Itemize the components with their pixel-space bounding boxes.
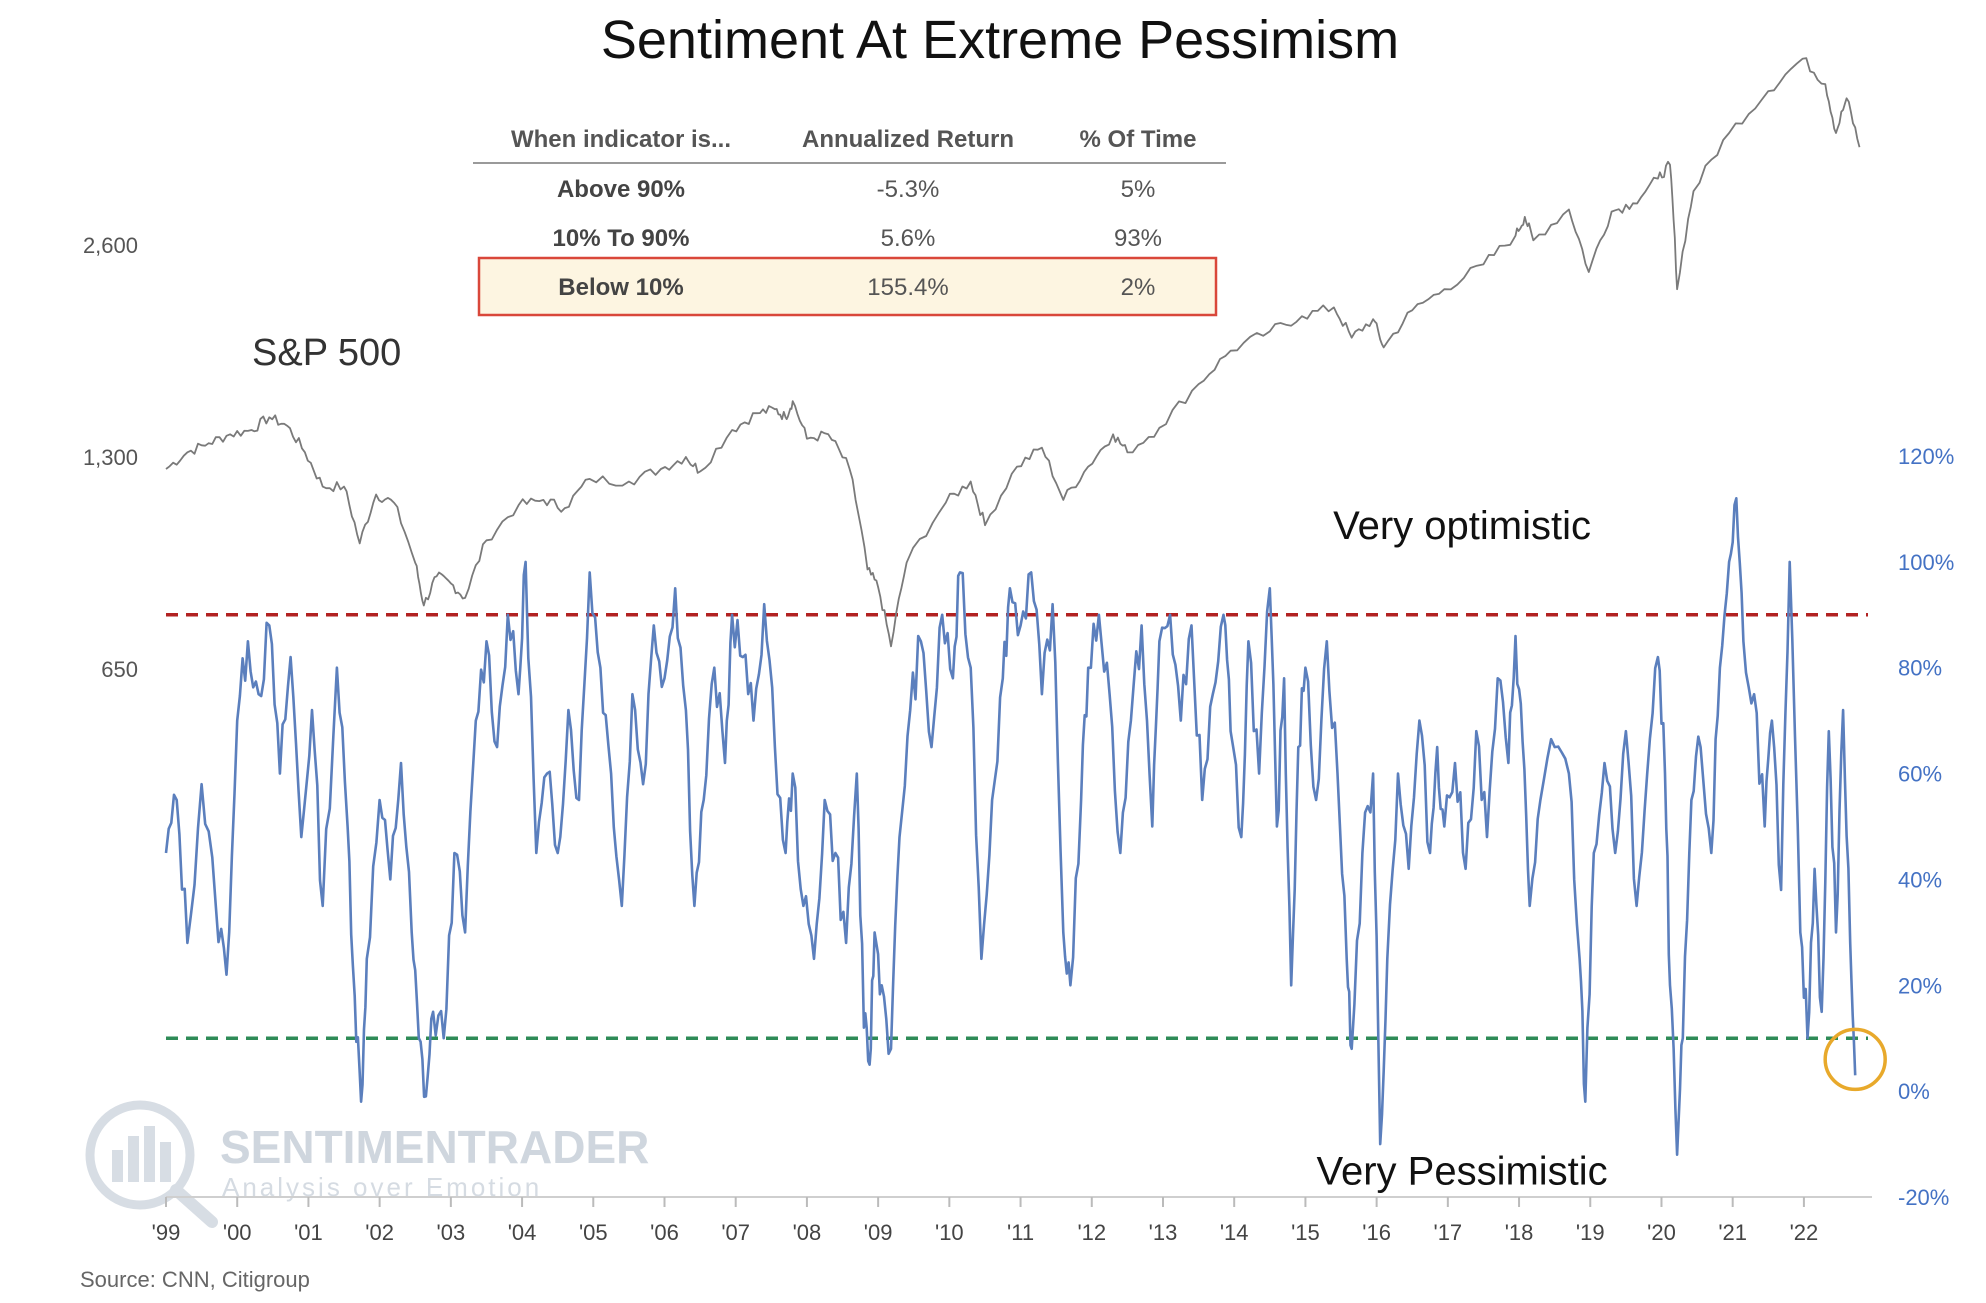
right-tick-label: 20% (1898, 973, 1942, 998)
watermark-logo-icon (85, 1100, 218, 1228)
right-tick-label: 120% (1898, 444, 1954, 469)
x-tick-label: '15 (1291, 1220, 1320, 1245)
table-cell: -5.3% (877, 176, 940, 203)
axes: 650 1,300 2,600 -20% 0% 20% 40% 60% 80% 100% 120% '… (83, 233, 1954, 1245)
table-cell: 10% To 90% (553, 225, 690, 252)
source-note: Source: CNN, Citigroup (80, 1267, 310, 1292)
x-tick-label: '12 (1077, 1220, 1106, 1245)
x-tick-label: '16 (1362, 1220, 1391, 1245)
right-tick-label: 40% (1898, 867, 1942, 892)
series-layer (164, 57, 1887, 1156)
annotations: Very optimistic Very Pessimistic (1316, 504, 1607, 1194)
x-tick-label: '10 (935, 1220, 964, 1245)
sp500-line (165, 57, 1861, 648)
x-tick-label: '03 (437, 1220, 466, 1245)
watermark: SENTIMENTRADER Analysis over Emotion (85, 1100, 649, 1228)
x-tick-label: '09 (864, 1220, 893, 1245)
chart-title: Sentiment At Extreme Pessimism (601, 10, 1399, 70)
x-tick-label: '04 (508, 1220, 537, 1245)
x-tick-label: '17 (1434, 1220, 1463, 1245)
annotation-very-optimistic: Very optimistic (1333, 504, 1591, 548)
x-tick-label: '02 (365, 1220, 394, 1245)
annotation-very-pessimistic: Very Pessimistic (1316, 1150, 1607, 1194)
left-tick-label: 2,600 (83, 233, 138, 258)
table-header-cell: Annualized Return (802, 126, 1014, 153)
x-tick-label: '05 (579, 1220, 608, 1245)
x-tick-label: '21 (1718, 1220, 1747, 1245)
stats-table: When indicator is... Annualized Return % O… (473, 126, 1226, 317)
table-cell: 155.4% (867, 274, 948, 301)
x-tick-label: '11 (1007, 1220, 1034, 1245)
x-tick-label: '19 (1576, 1220, 1605, 1245)
sp500-label: S&P 500 (252, 332, 401, 374)
table-header-cell: When indicator is... (511, 126, 731, 153)
table-cell: 93% (1114, 225, 1162, 252)
highlight-circle (1823, 1027, 1887, 1092)
right-tick-label: 0% (1898, 1079, 1930, 1104)
x-tick-label: '00 (223, 1220, 252, 1245)
x-tick-label: '06 (650, 1220, 679, 1245)
right-tick-label: 60% (1898, 762, 1942, 787)
x-tick-label: '13 (1149, 1220, 1178, 1245)
table-header-cell: % Of Time (1080, 126, 1197, 153)
x-tick-label: '22 (1790, 1220, 1819, 1245)
x-tick-label: '07 (721, 1220, 750, 1245)
table-cell: 5.6% (881, 225, 936, 252)
right-tick-label: 80% (1898, 656, 1942, 681)
table-cell: Above 90% (557, 176, 685, 203)
x-tick-label: '99 (152, 1220, 181, 1245)
x-tick-label: '20 (1647, 1220, 1676, 1245)
right-tick-label: -20% (1898, 1185, 1949, 1210)
table-cell: 2% (1121, 274, 1156, 301)
x-tick-label: '18 (1505, 1220, 1534, 1245)
watermark-brand: SENTIMENTRADER (220, 1121, 649, 1173)
left-tick-label: 650 (101, 657, 138, 682)
x-tick-label: '08 (793, 1220, 822, 1245)
left-tick-label: 1,300 (83, 445, 138, 470)
x-tick-label: '01 (294, 1220, 323, 1245)
table-highlight-row (477, 256, 1218, 317)
right-tick-label: 100% (1898, 550, 1954, 575)
x-tick-label: '14 (1220, 1220, 1249, 1245)
sentiment-line (164, 497, 1857, 1156)
table-cell: Below 10% (558, 274, 683, 301)
table-cell: 5% (1121, 176, 1156, 203)
